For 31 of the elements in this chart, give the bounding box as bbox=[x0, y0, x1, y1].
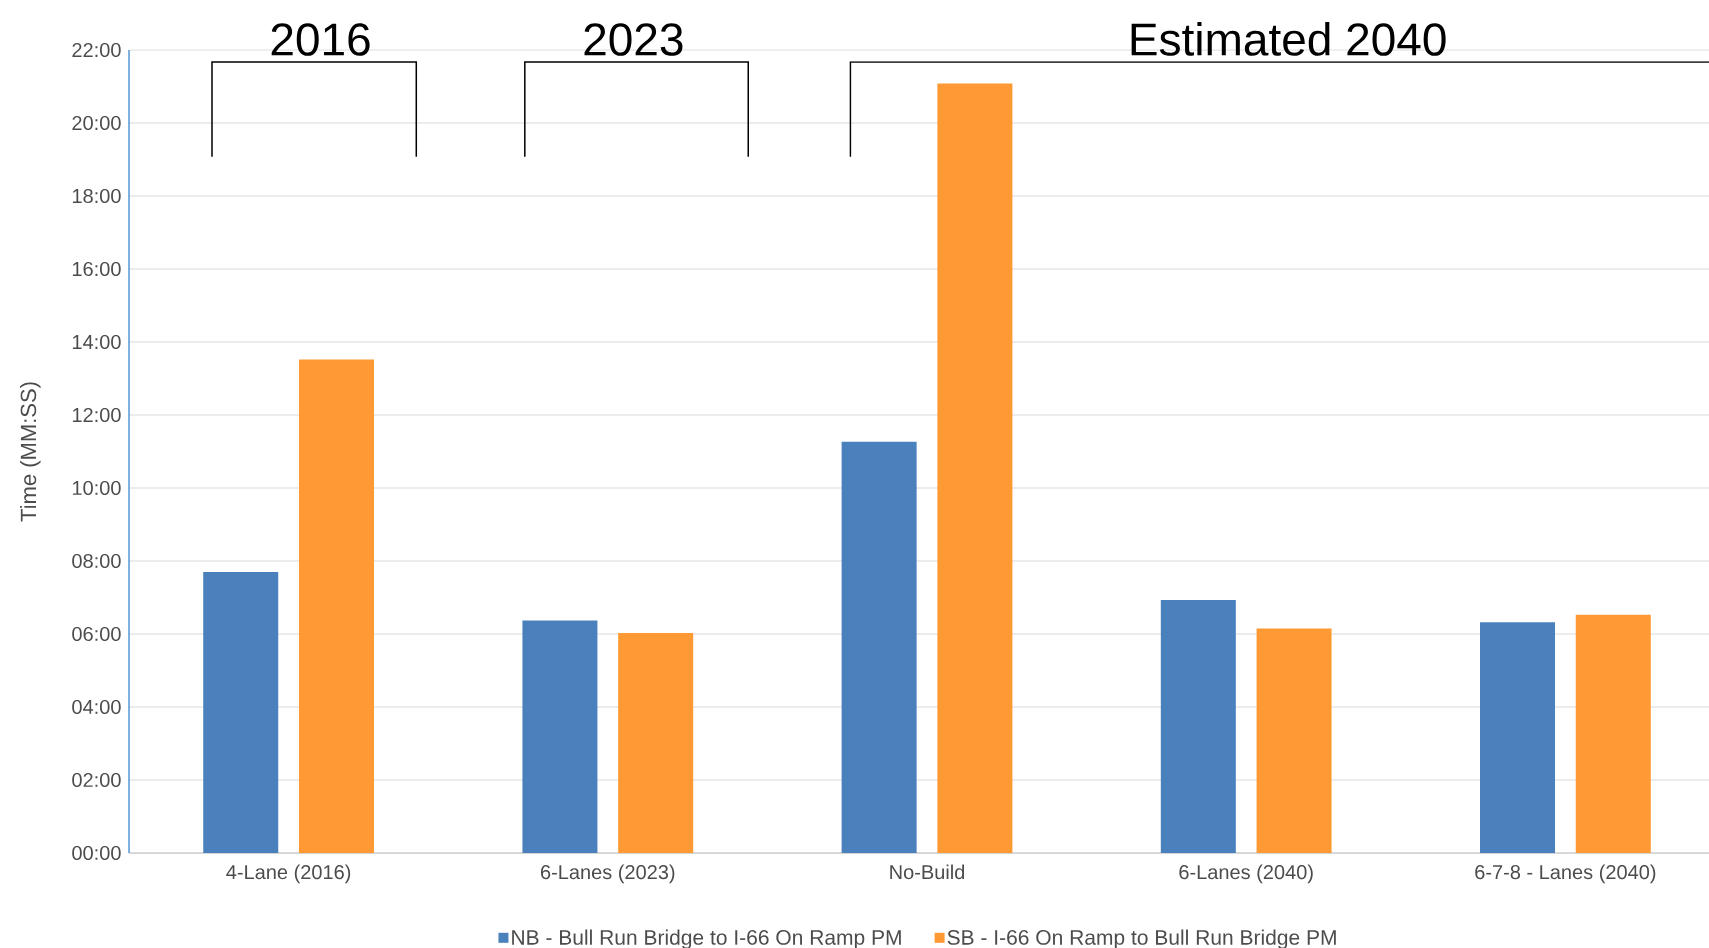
bar bbox=[522, 620, 598, 853]
y-axis-title: Time (MM:SS) bbox=[20, 382, 41, 522]
x-tick-label: 4-Lane (2016) bbox=[226, 864, 351, 884]
bar bbox=[618, 632, 694, 853]
y-tick-label: 04:00 bbox=[72, 699, 121, 715]
y-tick-label: 08:00 bbox=[72, 553, 121, 569]
bar bbox=[298, 359, 374, 853]
bar bbox=[203, 571, 279, 853]
annotation: 2023 bbox=[584, 23, 683, 56]
x-tick-label: 6-Lanes (2023) bbox=[541, 864, 675, 884]
bar bbox=[1480, 622, 1556, 853]
y-tick-label: 20:00 bbox=[72, 115, 121, 131]
bar bbox=[841, 441, 917, 853]
y-tick-label: 00:00 bbox=[72, 845, 121, 861]
bar bbox=[1256, 628, 1332, 853]
y-tick-label: 14:00 bbox=[72, 334, 121, 350]
y-tick-label: 06:00 bbox=[72, 626, 121, 642]
x-tick-label: No-Build bbox=[890, 864, 965, 880]
y-tick-label: 22:00 bbox=[72, 42, 121, 58]
y-tick-label: 02:00 bbox=[72, 772, 121, 788]
bar bbox=[1160, 600, 1236, 853]
x-tick-label: 6-7-8 - Lanes (2040) bbox=[1475, 864, 1656, 884]
bar bbox=[1575, 614, 1651, 853]
x-tick-label: 6-Lanes (2040) bbox=[1179, 864, 1313, 884]
annotation: 2016 bbox=[271, 23, 370, 56]
y-tick-label: 12:00 bbox=[72, 407, 121, 423]
bar bbox=[937, 83, 1013, 853]
y-tick-label: 10:00 bbox=[72, 480, 121, 496]
y-tick-label: 16:00 bbox=[72, 261, 121, 277]
annotation: Estimated 2040 bbox=[1131, 22, 1446, 56]
y-tick-label: 18:00 bbox=[72, 188, 121, 204]
